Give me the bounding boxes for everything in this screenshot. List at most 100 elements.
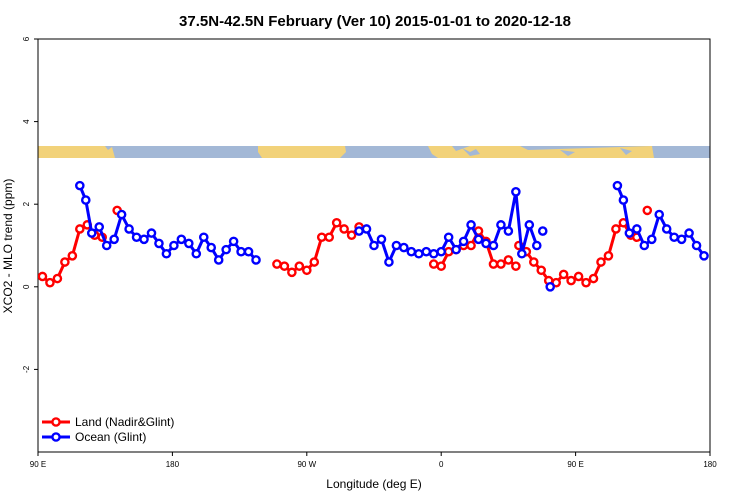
data-point-land <box>566 275 576 286</box>
legend-marker-ocean <box>51 432 61 442</box>
legend-item-land: Land (Nadir&Glint) <box>42 415 174 429</box>
data-point-land <box>488 259 499 269</box>
plot-frame <box>37 38 711 453</box>
data-point-land <box>75 224 85 234</box>
data-point-land <box>588 273 599 284</box>
data-point-land <box>60 257 70 267</box>
data-point-land <box>38 271 48 282</box>
series-layer <box>38 180 709 292</box>
data-point-ocean <box>221 244 231 255</box>
data-point-ocean <box>109 234 119 245</box>
data-point-ocean <box>169 240 179 251</box>
world-map-strip <box>38 146 710 158</box>
data-point-land <box>279 261 290 271</box>
data-point-land <box>436 261 447 271</box>
data-point-ocean <box>80 195 91 205</box>
data-point-land <box>511 261 521 271</box>
data-point-land <box>287 267 297 278</box>
data-point-ocean <box>184 238 194 249</box>
data-point-ocean <box>488 240 499 251</box>
data-point-land <box>301 265 312 276</box>
data-point-land <box>536 265 547 276</box>
data-point-ocean <box>624 228 635 238</box>
data-point-ocean <box>511 187 521 197</box>
data-point-ocean <box>503 226 514 236</box>
legend-marker-land <box>51 417 61 427</box>
data-point-ocean <box>496 220 506 230</box>
x-tick-label: 90 E <box>567 460 583 469</box>
data-point-ocean <box>661 224 672 234</box>
data-point-ocean <box>75 180 85 191</box>
data-point-ocean <box>428 248 439 259</box>
data-point-land <box>503 255 514 265</box>
data-point-ocean <box>413 248 424 259</box>
data-point-land <box>316 232 327 243</box>
data-point-land <box>346 230 357 240</box>
y-tick-label: 2 <box>22 201 31 206</box>
y-axis: -2 0 2 4 6 <box>22 36 38 373</box>
data-point-ocean <box>646 234 657 245</box>
data-point-ocean <box>131 232 142 243</box>
x-axis-label: Longitude (deg E) <box>326 477 421 491</box>
x-tick-label: 180 <box>166 460 180 469</box>
data-point-ocean <box>545 281 556 292</box>
y-tick-label: 4 <box>22 119 31 124</box>
data-point-ocean <box>243 246 254 257</box>
data-point-ocean <box>458 236 469 247</box>
y-axis-label: XCO2 - MLO trend (ppm) <box>1 179 15 314</box>
data-point-ocean <box>384 257 394 267</box>
data-point-ocean <box>537 226 548 236</box>
data-point-land <box>272 259 282 269</box>
data-point-ocean <box>191 248 202 259</box>
y-tick-label: 0 <box>22 284 31 289</box>
data-point-ocean <box>524 220 535 230</box>
data-point-land <box>428 259 439 269</box>
x-axis: 90 E 180 90 W 0 90 E 180 <box>30 452 717 469</box>
series-land <box>38 205 653 288</box>
data-point-ocean <box>473 234 484 245</box>
data-point-ocean <box>531 240 542 251</box>
legend: Land (Nadir&Glint) Ocean (Glint) <box>42 415 174 444</box>
data-point-ocean <box>443 232 454 243</box>
data-point-land <box>558 269 569 280</box>
data-point-land <box>573 271 584 282</box>
data-point-land <box>52 273 63 284</box>
data-point-land <box>443 246 454 257</box>
data-point-ocean <box>618 195 629 205</box>
data-point-ocean <box>176 234 187 245</box>
data-point-ocean <box>376 234 387 245</box>
data-point-ocean <box>236 246 246 257</box>
data-point-ocean <box>354 226 364 236</box>
data-point-ocean <box>632 224 642 234</box>
data-point-ocean <box>517 248 527 259</box>
x-tick-label: 90 W <box>297 460 316 469</box>
data-point-ocean <box>481 238 491 249</box>
data-point-land <box>603 251 614 261</box>
series-ocean <box>75 180 709 292</box>
data-point-ocean <box>213 255 224 265</box>
data-point-land <box>466 240 476 251</box>
data-point-land <box>528 257 539 267</box>
data-point-land <box>596 257 606 267</box>
data-point-land <box>67 251 78 261</box>
data-point-ocean <box>391 240 402 251</box>
data-point-ocean <box>94 222 105 232</box>
x-tick-label: 90 E <box>30 460 46 469</box>
data-point-ocean <box>154 238 164 249</box>
y-tick-label: 6 <box>22 36 31 41</box>
data-point-ocean <box>124 224 134 234</box>
data-point-ocean <box>639 240 650 251</box>
x-tick-label: 0 <box>439 460 444 469</box>
data-point-ocean <box>161 248 172 259</box>
data-point-ocean <box>684 228 694 238</box>
data-point-ocean <box>101 240 112 251</box>
data-point-ocean <box>228 236 239 247</box>
data-point-land <box>45 277 55 288</box>
data-point-land <box>324 232 335 243</box>
data-point-ocean <box>676 234 687 245</box>
data-point-ocean <box>699 251 709 261</box>
data-point-ocean <box>86 228 97 238</box>
data-point-land <box>294 261 305 271</box>
data-point-ocean <box>669 232 679 243</box>
data-point-land <box>581 277 591 288</box>
